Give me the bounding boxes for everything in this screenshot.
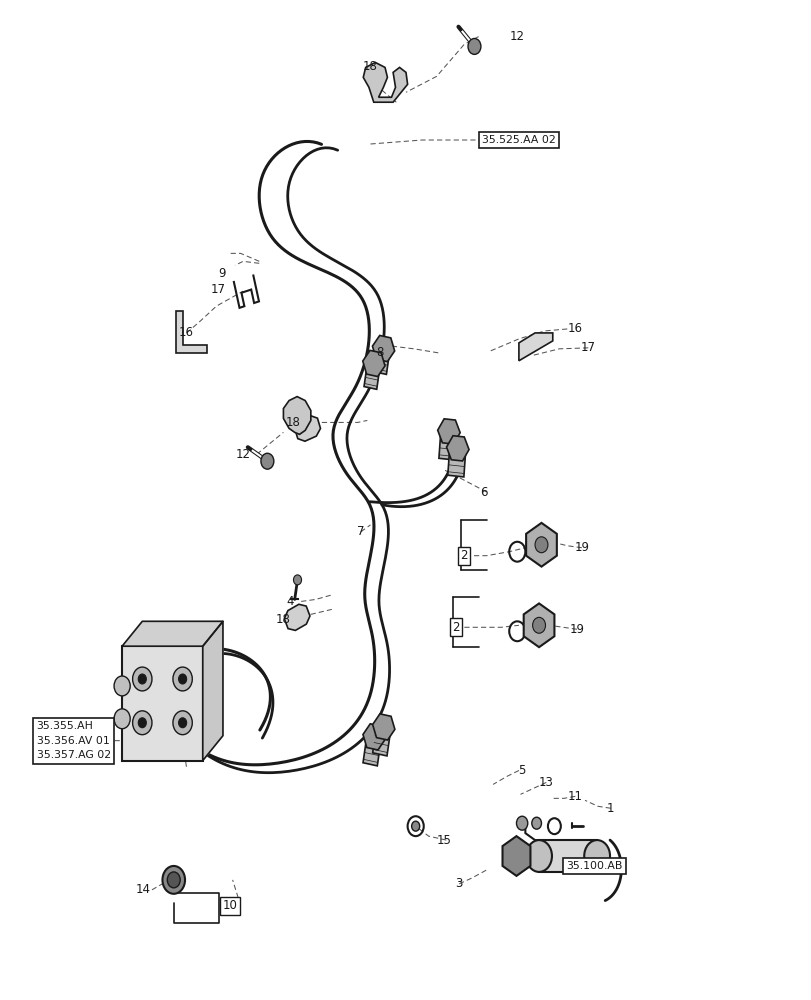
Text: 2: 2 xyxy=(452,621,459,634)
Polygon shape xyxy=(203,621,223,761)
Circle shape xyxy=(178,674,187,684)
Text: 5: 5 xyxy=(517,764,526,777)
Text: 6: 6 xyxy=(479,486,487,499)
Text: 14: 14 xyxy=(135,883,150,896)
Text: 16: 16 xyxy=(567,322,582,335)
Text: 11: 11 xyxy=(567,790,582,803)
Circle shape xyxy=(534,537,547,553)
Circle shape xyxy=(583,840,609,872)
Circle shape xyxy=(178,718,187,728)
Circle shape xyxy=(516,816,527,830)
Text: 18: 18 xyxy=(363,60,377,73)
Text: 17: 17 xyxy=(580,341,595,354)
Polygon shape xyxy=(372,335,394,362)
Circle shape xyxy=(162,866,185,894)
Text: 35.100.AB: 35.100.AB xyxy=(566,861,622,871)
Text: 7: 7 xyxy=(357,525,364,538)
Circle shape xyxy=(167,872,180,888)
Circle shape xyxy=(114,709,130,729)
Text: 18: 18 xyxy=(276,613,290,626)
Polygon shape xyxy=(518,333,552,361)
Text: 1: 1 xyxy=(607,802,614,815)
Polygon shape xyxy=(502,836,530,876)
Polygon shape xyxy=(283,397,311,434)
Text: 16: 16 xyxy=(179,326,194,339)
Bar xyxy=(363,735,381,766)
Circle shape xyxy=(132,711,152,735)
Bar xyxy=(122,646,203,761)
Bar xyxy=(539,840,596,872)
Text: 19: 19 xyxy=(569,623,584,636)
Text: 13: 13 xyxy=(539,776,553,789)
Text: 12: 12 xyxy=(235,448,251,461)
Polygon shape xyxy=(523,603,554,647)
Circle shape xyxy=(132,667,152,691)
Circle shape xyxy=(260,453,273,469)
Polygon shape xyxy=(363,724,384,750)
Circle shape xyxy=(411,821,419,831)
Circle shape xyxy=(114,676,130,696)
Polygon shape xyxy=(363,350,384,377)
Text: 19: 19 xyxy=(573,541,589,554)
Polygon shape xyxy=(372,714,394,740)
Text: 35.355.AH
35.356.AV 01
35.357.AG 02: 35.355.AH 35.356.AV 01 35.357.AG 02 xyxy=(36,721,110,760)
Bar xyxy=(363,362,380,389)
Circle shape xyxy=(526,840,551,872)
Text: 18: 18 xyxy=(285,416,300,429)
Text: 12: 12 xyxy=(509,30,524,43)
Polygon shape xyxy=(176,311,207,353)
Bar xyxy=(447,447,466,477)
Polygon shape xyxy=(446,436,469,461)
Text: 3: 3 xyxy=(455,877,462,890)
Circle shape xyxy=(138,674,146,684)
Circle shape xyxy=(293,575,301,585)
Bar xyxy=(439,431,457,460)
Text: 35.525.AA 02: 35.525.AA 02 xyxy=(482,135,555,145)
Circle shape xyxy=(532,617,545,633)
Bar xyxy=(372,725,390,756)
Text: 15: 15 xyxy=(436,834,451,847)
Text: 17: 17 xyxy=(210,283,225,296)
Text: 4: 4 xyxy=(285,595,294,608)
Circle shape xyxy=(138,718,146,728)
Polygon shape xyxy=(122,621,223,646)
Text: 10: 10 xyxy=(222,899,238,912)
Bar xyxy=(534,533,547,557)
Text: 2: 2 xyxy=(460,549,467,562)
Polygon shape xyxy=(526,523,556,567)
Circle shape xyxy=(173,667,192,691)
Bar xyxy=(373,347,389,374)
Polygon shape xyxy=(284,604,310,630)
Bar xyxy=(532,613,545,637)
Circle shape xyxy=(173,711,192,735)
Text: 9: 9 xyxy=(218,267,225,280)
Polygon shape xyxy=(363,62,407,102)
Circle shape xyxy=(467,38,480,54)
Polygon shape xyxy=(294,416,320,441)
Text: 8: 8 xyxy=(376,346,384,359)
Circle shape xyxy=(531,817,541,829)
Polygon shape xyxy=(437,419,460,444)
